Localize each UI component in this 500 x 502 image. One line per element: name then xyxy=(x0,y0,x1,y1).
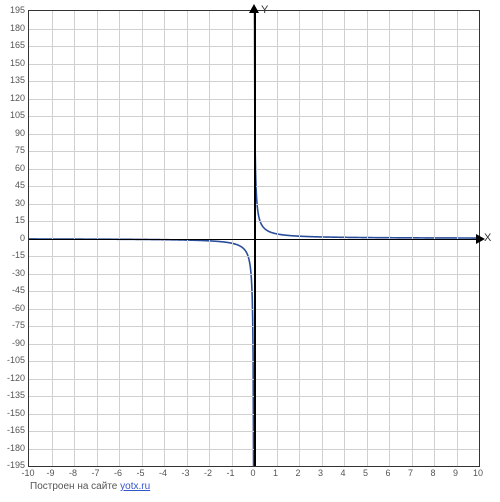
x-tick-label: 0 xyxy=(250,468,255,478)
y-tick-label: -150 xyxy=(2,408,25,418)
y-tick-label: 195 xyxy=(2,5,25,15)
x-tick-label: -4 xyxy=(159,468,167,478)
x-tick-label: -8 xyxy=(69,468,77,478)
y-tick-label: -105 xyxy=(2,355,25,365)
y-tick-label: 150 xyxy=(2,58,25,68)
x-tick-label: -1 xyxy=(226,468,234,478)
chart-container: Y X Построен на сайте yotx.ru -1 0 -9 -8 -7 -… xyxy=(0,0,500,502)
y-tick-label: 60 xyxy=(2,163,25,173)
y-tick-label: 180 xyxy=(2,23,25,33)
x-tick-label: -9 xyxy=(46,468,54,478)
y-tick-label: 30 xyxy=(2,198,25,208)
x-tick-label: 1 xyxy=(273,468,278,478)
x-tick-label: -5 xyxy=(136,468,144,478)
footer-prefix: Построен на сайте xyxy=(30,481,120,492)
y-tick-label: 120 xyxy=(2,93,25,103)
y-tick-label: -165 xyxy=(2,425,25,435)
plot-area xyxy=(28,10,480,467)
x-tick-label: 2 xyxy=(295,468,300,478)
y-tick-label: -120 xyxy=(2,373,25,383)
y-axis xyxy=(254,11,256,466)
x-tick-label: 4 xyxy=(340,468,345,478)
y-tick-label: -195 xyxy=(2,460,25,470)
x-tick-label: -6 xyxy=(114,468,122,478)
y-tick-label: -45 xyxy=(2,285,25,295)
y-tick-label: 105 xyxy=(2,110,25,120)
y-tick-label: 135 xyxy=(2,75,25,85)
x-tick-label: 8 xyxy=(430,468,435,478)
footer-link[interactable]: yotx.ru xyxy=(120,481,150,492)
x-tick-label: 6 xyxy=(385,468,390,478)
y-tick-label: -60 xyxy=(2,303,25,313)
y-tick-label: 0 xyxy=(2,233,25,243)
y-tick-label: -135 xyxy=(2,390,25,400)
y-tick-label: -75 xyxy=(2,320,25,330)
y-tick-label: 165 xyxy=(2,40,25,50)
x-axis-title: X xyxy=(484,232,491,244)
y-tick-label: 15 xyxy=(2,215,25,225)
y-tick-label: -180 xyxy=(2,443,25,453)
y-tick-label: -30 xyxy=(2,268,25,278)
x-tick-label: 7 xyxy=(408,468,413,478)
y-axis-title: Y xyxy=(261,4,268,16)
y-tick-label: -15 xyxy=(2,250,25,260)
x-axis-arrow xyxy=(476,234,485,244)
x-tick-label: 5 xyxy=(363,468,368,478)
footer-credit: Построен на сайте yotx.ru xyxy=(30,481,150,492)
y-tick-label: -90 xyxy=(2,338,25,348)
x-tick-label: 3 xyxy=(318,468,323,478)
y-tick-label: 90 xyxy=(2,128,25,138)
x-tick-label: 9 xyxy=(453,468,458,478)
y-tick-label: 75 xyxy=(2,145,25,155)
x-tick-label: -2 xyxy=(204,468,212,478)
x-tick-label: 10 xyxy=(473,468,483,478)
y-axis-arrow xyxy=(249,4,259,13)
x-tick-label: -3 xyxy=(181,468,189,478)
y-tick-label: 45 xyxy=(2,180,25,190)
x-tick-label: -7 xyxy=(91,468,99,478)
